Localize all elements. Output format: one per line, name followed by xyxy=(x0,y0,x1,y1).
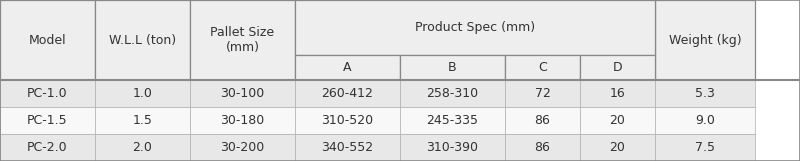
Text: PC-1.0: PC-1.0 xyxy=(27,87,68,100)
Bar xyxy=(580,80,655,107)
Bar xyxy=(400,134,505,161)
Text: 5.3: 5.3 xyxy=(695,87,715,100)
Text: Product Spec (mm): Product Spec (mm) xyxy=(415,21,535,34)
Text: 30-100: 30-100 xyxy=(220,87,265,100)
Text: 7.5: 7.5 xyxy=(695,141,715,154)
Bar xyxy=(580,55,655,80)
Text: 310-520: 310-520 xyxy=(322,114,374,127)
Text: 30-180: 30-180 xyxy=(220,114,265,127)
Text: 245-335: 245-335 xyxy=(426,114,478,127)
Bar xyxy=(400,55,505,80)
Bar xyxy=(0,107,95,134)
Bar xyxy=(95,107,190,134)
Bar xyxy=(505,55,580,80)
Text: 258-310: 258-310 xyxy=(426,87,478,100)
Text: 310-390: 310-390 xyxy=(426,141,478,154)
Bar xyxy=(0,80,95,107)
Text: W.L.L (ton): W.L.L (ton) xyxy=(109,33,176,47)
Bar xyxy=(655,107,755,134)
Text: Weight (kg): Weight (kg) xyxy=(669,33,742,47)
Text: 72: 72 xyxy=(534,87,550,100)
Text: 340-552: 340-552 xyxy=(322,141,374,154)
Text: 9.0: 9.0 xyxy=(695,114,715,127)
Bar xyxy=(190,134,295,161)
Bar xyxy=(505,107,580,134)
Text: 86: 86 xyxy=(534,141,550,154)
Bar xyxy=(95,0,190,80)
Text: PC-1.5: PC-1.5 xyxy=(27,114,68,127)
Bar xyxy=(190,80,295,107)
Text: 1.5: 1.5 xyxy=(133,114,153,127)
Bar xyxy=(0,0,95,80)
Bar xyxy=(655,134,755,161)
Bar xyxy=(0,134,95,161)
Text: 1.0: 1.0 xyxy=(133,87,153,100)
Bar xyxy=(295,107,400,134)
Bar xyxy=(295,80,400,107)
Text: 20: 20 xyxy=(610,141,626,154)
Bar xyxy=(190,107,295,134)
Text: Model: Model xyxy=(29,33,66,47)
Bar xyxy=(400,107,505,134)
Text: 2.0: 2.0 xyxy=(133,141,153,154)
Bar xyxy=(505,80,580,107)
Bar xyxy=(655,80,755,107)
Bar xyxy=(295,134,400,161)
Text: C: C xyxy=(538,61,547,74)
Bar xyxy=(95,80,190,107)
Bar xyxy=(295,55,400,80)
Bar xyxy=(580,134,655,161)
Bar xyxy=(295,0,655,55)
Text: A: A xyxy=(343,61,352,74)
Text: B: B xyxy=(448,61,457,74)
Bar xyxy=(505,134,580,161)
Text: PC-2.0: PC-2.0 xyxy=(27,141,68,154)
Text: D: D xyxy=(613,61,622,74)
Bar xyxy=(580,107,655,134)
Bar xyxy=(655,0,755,80)
Text: 16: 16 xyxy=(610,87,626,100)
Bar xyxy=(190,0,295,80)
Text: 20: 20 xyxy=(610,114,626,127)
Text: 86: 86 xyxy=(534,114,550,127)
Bar xyxy=(95,134,190,161)
Text: Pallet Size
(mm): Pallet Size (mm) xyxy=(210,26,274,54)
Text: 30-200: 30-200 xyxy=(220,141,265,154)
Bar xyxy=(400,80,505,107)
Text: 260-412: 260-412 xyxy=(322,87,374,100)
